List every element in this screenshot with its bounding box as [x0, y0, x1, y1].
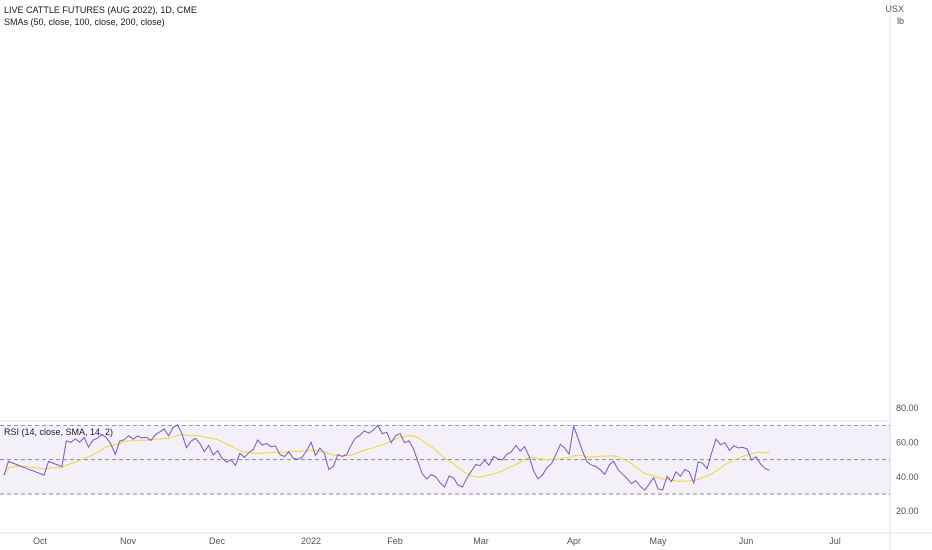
rsi-line — [3, 424, 770, 491]
rsi-ma-line — [3, 434, 770, 482]
chart-title: LIVE CATTLE FUTURES (AUG 2022), 1D, CME — [4, 5, 197, 15]
x-tick-label: Jul — [829, 536, 841, 546]
x-tick-label: Mar — [473, 536, 489, 546]
x-tick-label: Dec — [209, 536, 226, 546]
x-tick-label: Apr — [567, 536, 581, 546]
rsi-tick-label: 40.00 — [896, 472, 919, 482]
x-tick-label: Oct — [33, 536, 48, 546]
axis-unit-top: USX — [885, 4, 904, 14]
x-tick-label: Jun — [739, 536, 754, 546]
rsi-tick-label: 60.00 — [896, 438, 919, 448]
rsi-title: RSI (14, close, SMA, 14, 2) — [4, 427, 114, 437]
rsi-tick-label: 80.00 — [896, 403, 919, 413]
x-tick-label: Feb — [387, 536, 403, 546]
x-tick-label: Nov — [120, 536, 137, 546]
rsi-tick-label: 20.00 — [896, 506, 919, 516]
x-tick-label: 2022 — [301, 536, 321, 546]
axis-unit-bottom: lb — [896, 16, 904, 26]
chart-subtitle: SMAs (50, close, 100, close, 200, close) — [4, 17, 165, 27]
x-tick-label: May — [649, 536, 667, 546]
